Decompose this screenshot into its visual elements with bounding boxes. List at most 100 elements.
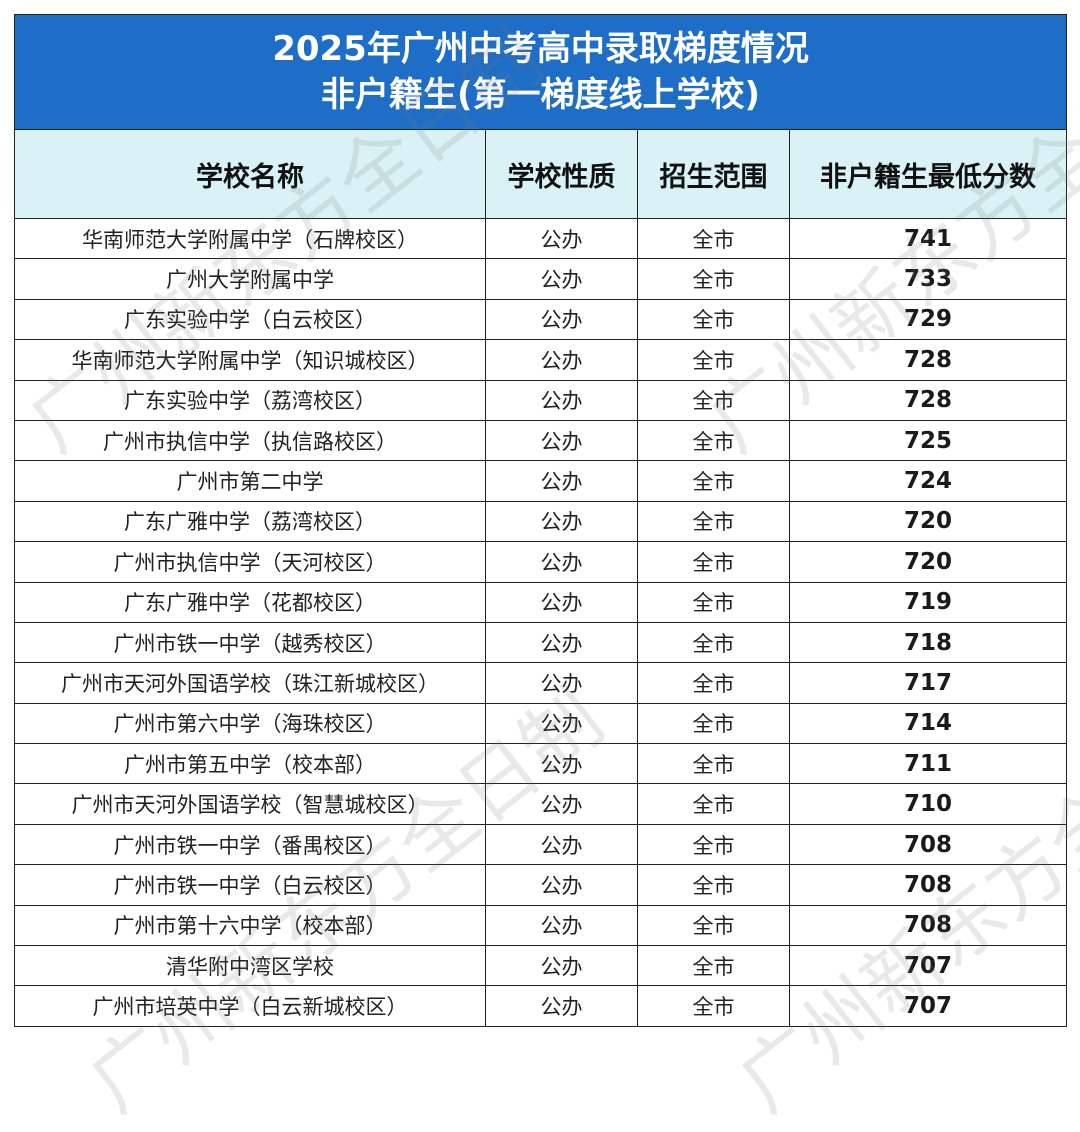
school-nature-cell: 公办 — [485, 217, 638, 260]
school-nature-cell: 公办 — [485, 985, 638, 1027]
school-nature-cell: 公办 — [485, 743, 638, 785]
min-score-cell: 733 — [788, 258, 1068, 300]
school-name-cell: 广州市培英中学（白云新城校区） — [14, 985, 486, 1027]
title-line-2: 非户籍生(第一梯度线上学校) — [320, 75, 761, 115]
min-score-cell: 719 — [788, 581, 1068, 623]
header-min-score: 非户籍生最低分数 — [788, 129, 1068, 219]
school-name-cell: 广州市铁一中学（番禺校区） — [14, 823, 486, 866]
header-school-nature: 学校性质 — [485, 129, 638, 219]
table-row: 广州市第二中学 公办 全市 724 — [14, 460, 1068, 502]
table-body: 华南师范大学附属中学（石牌校区） 公办 全市 741 广州大学附属中学 公办 全市 733 广东… — [14, 217, 1068, 1027]
school-name-cell: 广州市铁一中学（白云校区） — [14, 864, 486, 906]
table-row: 广州市天河外国语学校（智慧城校区） 公办 全市 710 — [14, 783, 1068, 825]
enrollment-range-cell: 全市 — [637, 702, 790, 745]
school-nature-cell: 公办 — [485, 783, 638, 825]
enrollment-range-cell: 全市 — [637, 783, 790, 825]
enrollment-range-cell: 全市 — [637, 662, 790, 704]
school-name-cell: 广州市执信中学（执信路校区） — [14, 419, 486, 462]
enrollment-range-cell: 全市 — [637, 904, 790, 947]
school-name-cell: 广州市第五中学（校本部） — [14, 743, 486, 785]
enrollment-range-cell: 全市 — [637, 379, 790, 421]
enrollment-range-cell: 全市 — [637, 985, 790, 1027]
min-score-cell: 725 — [788, 419, 1068, 462]
school-name-cell: 广州大学附属中学 — [14, 258, 486, 300]
table-row: 清华附中湾区学校 公办 全市 707 — [14, 945, 1068, 987]
school-nature-cell: 公办 — [485, 339, 638, 381]
min-score-cell: 717 — [788, 662, 1068, 704]
school-nature-cell: 公办 — [485, 500, 638, 543]
enrollment-range-cell: 全市 — [637, 298, 790, 341]
min-score-cell: 720 — [788, 500, 1068, 543]
enrollment-range-cell: 全市 — [637, 460, 790, 502]
table-row: 广东广雅中学（花都校区） 公办 全市 719 — [14, 581, 1068, 623]
enrollment-range-cell: 全市 — [637, 621, 790, 664]
school-nature-cell: 公办 — [485, 662, 638, 704]
table-row: 广州市执信中学（天河校区） 公办 全市 720 — [14, 541, 1068, 583]
school-name-cell: 广州市执信中学（天河校区） — [14, 541, 486, 583]
table-row: 广州市天河外国语学校（珠江新城校区） 公办 全市 717 — [14, 662, 1068, 704]
min-score-cell: 708 — [788, 823, 1068, 866]
table-row: 广东实验中学（白云校区） 公办 全市 729 — [14, 298, 1068, 341]
table-row: 广州市铁一中学（白云校区） 公办 全市 708 — [14, 864, 1068, 906]
school-nature-cell: 公办 — [485, 581, 638, 623]
min-score-cell: 708 — [788, 904, 1068, 947]
table-row: 广州市执信中学（执信路校区） 公办 全市 725 — [14, 419, 1068, 462]
enrollment-range-cell: 全市 — [637, 581, 790, 623]
min-score-cell: 729 — [788, 298, 1068, 341]
school-name-cell: 广东广雅中学（花都校区） — [14, 581, 486, 623]
min-score-cell: 710 — [788, 783, 1068, 825]
school-nature-cell: 公办 — [485, 864, 638, 906]
school-nature-cell: 公办 — [485, 945, 638, 987]
school-nature-cell: 公办 — [485, 904, 638, 947]
table-row: 广州市第五中学（校本部） 公办 全市 711 — [14, 743, 1068, 785]
school-name-cell: 广州市天河外国语学校（智慧城校区） — [14, 783, 486, 825]
header-school-name: 学校名称 — [14, 129, 486, 219]
school-nature-cell: 公办 — [485, 298, 638, 341]
enrollment-range-cell: 全市 — [637, 500, 790, 543]
enrollment-range-cell: 全市 — [637, 945, 790, 987]
school-name-cell: 广东广雅中学（荔湾校区） — [14, 500, 486, 543]
table-row: 华南师范大学附属中学（石牌校区） 公办 全市 741 — [14, 217, 1068, 260]
min-score-cell: 728 — [788, 339, 1068, 381]
min-score-cell: 741 — [788, 217, 1068, 260]
school-nature-cell: 公办 — [485, 541, 638, 583]
school-name-cell: 广州市第十六中学（校本部） — [14, 904, 486, 947]
school-nature-cell: 公办 — [485, 419, 638, 462]
min-score-cell: 724 — [788, 460, 1068, 502]
table-title: 2025年广州中考高中录取梯度情况 非户籍生(第一梯度线上学校) — [13, 14, 1068, 130]
table-row: 华南师范大学附属中学（知识城校区） 公办 全市 728 — [14, 339, 1068, 381]
school-name-cell: 清华附中湾区学校 — [14, 945, 486, 987]
table-row: 广州市第六中学（海珠校区） 公办 全市 714 — [14, 702, 1068, 745]
enrollment-range-cell: 全市 — [637, 541, 790, 583]
school-name-cell: 广州市第二中学 — [14, 460, 486, 502]
school-nature-cell: 公办 — [485, 702, 638, 745]
table-row: 广东实验中学（荔湾校区） 公办 全市 728 — [14, 379, 1068, 421]
school-name-cell: 广州市铁一中学（越秀校区） — [14, 621, 486, 664]
enrollment-range-cell: 全市 — [637, 743, 790, 785]
title-line-1: 2025年广州中考高中录取梯度情况 — [272, 29, 809, 69]
school-name-cell: 华南师范大学附属中学（知识城校区） — [14, 339, 486, 381]
school-name-cell: 广东实验中学（白云校区） — [14, 298, 486, 341]
table-row: 广州大学附属中学 公办 全市 733 — [14, 258, 1068, 300]
school-name-cell: 广东实验中学（荔湾校区） — [14, 379, 486, 421]
min-score-cell: 711 — [788, 743, 1068, 785]
table-row: 广州市培英中学（白云新城校区） 公办 全市 707 — [14, 985, 1068, 1027]
header-enrollment-range: 招生范围 — [637, 129, 790, 219]
min-score-cell: 707 — [788, 985, 1068, 1027]
enrollment-range-cell: 全市 — [637, 258, 790, 300]
enrollment-range-cell: 全市 — [637, 823, 790, 866]
school-nature-cell: 公办 — [485, 460, 638, 502]
table-row: 广州市第十六中学（校本部） 公办 全市 708 — [14, 904, 1068, 947]
min-score-cell: 714 — [788, 702, 1068, 745]
min-score-cell: 718 — [788, 621, 1068, 664]
min-score-cell: 707 — [788, 945, 1068, 987]
enrollment-range-cell: 全市 — [637, 419, 790, 462]
table-row: 广州市铁一中学（番禺校区） 公办 全市 708 — [14, 823, 1068, 866]
school-nature-cell: 公办 — [485, 258, 638, 300]
school-name-cell: 华南师范大学附属中学（石牌校区） — [14, 217, 486, 260]
admission-table: 2025年广州中考高中录取梯度情况 非户籍生(第一梯度线上学校) 学校名称 学校… — [13, 14, 1068, 1027]
school-name-cell: 广州市第六中学（海珠校区） — [14, 702, 486, 745]
table-row: 广州市铁一中学（越秀校区） 公办 全市 718 — [14, 621, 1068, 664]
min-score-cell: 708 — [788, 864, 1068, 906]
table-row: 广东广雅中学（荔湾校区） 公办 全市 720 — [14, 500, 1068, 543]
